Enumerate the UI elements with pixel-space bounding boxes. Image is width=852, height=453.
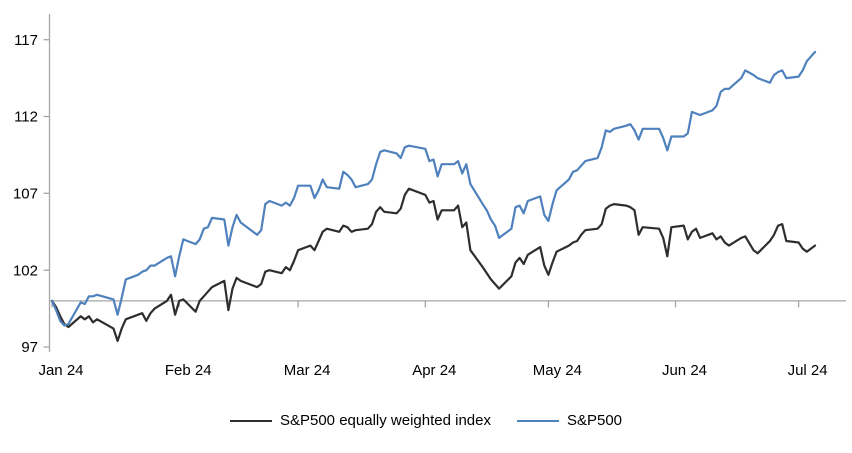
x-axis-tick-label: Jan 24	[38, 362, 83, 379]
x-axis-tick-label: Feb 24	[165, 362, 212, 379]
legend-item-equal-weight: S&P500 equally weighted index	[229, 412, 491, 429]
sp500-equal-weight-line	[50, 187, 817, 342]
chart-plot-area: 97 102 107 112 117 Jan 24 Feb 24 Mar 24 Apr 24 Ma…	[13, 14, 846, 379]
legend-label-sp500: S&P500	[566, 412, 623, 429]
legend-label-equal-weight: S&P500 equally weighted index	[279, 412, 491, 429]
legend-item-sp500: S&P500	[516, 412, 623, 429]
x-axis-tick-label: Jun 24	[662, 362, 707, 379]
x-axis-tick-label: May 24	[533, 362, 582, 379]
x-axis-tick-label: Jul 24	[788, 362, 828, 379]
sp500-line	[50, 50, 817, 327]
y-axis-tick-label: 97	[21, 339, 38, 356]
chart-legend: S&P500 equally weighted index S&P500	[0, 412, 852, 429]
x-axis-tick-label: Apr 24	[412, 362, 456, 379]
equal-weight-line-swatch	[229, 419, 272, 422]
x-axis-tick-label: Mar 24	[284, 362, 331, 379]
y-axis-tick-label: 102	[13, 262, 38, 279]
y-axis-tick-label: 117	[14, 32, 38, 49]
sp500-line-swatch	[516, 419, 559, 422]
y-axis-tick-label: 112	[14, 109, 38, 126]
y-axis-tick-label: 107	[13, 186, 38, 203]
line-chart: 97 102 107 112 117 Jan 24 Feb 24 Mar 24 Apr 24 Ma…	[13, 14, 846, 379]
